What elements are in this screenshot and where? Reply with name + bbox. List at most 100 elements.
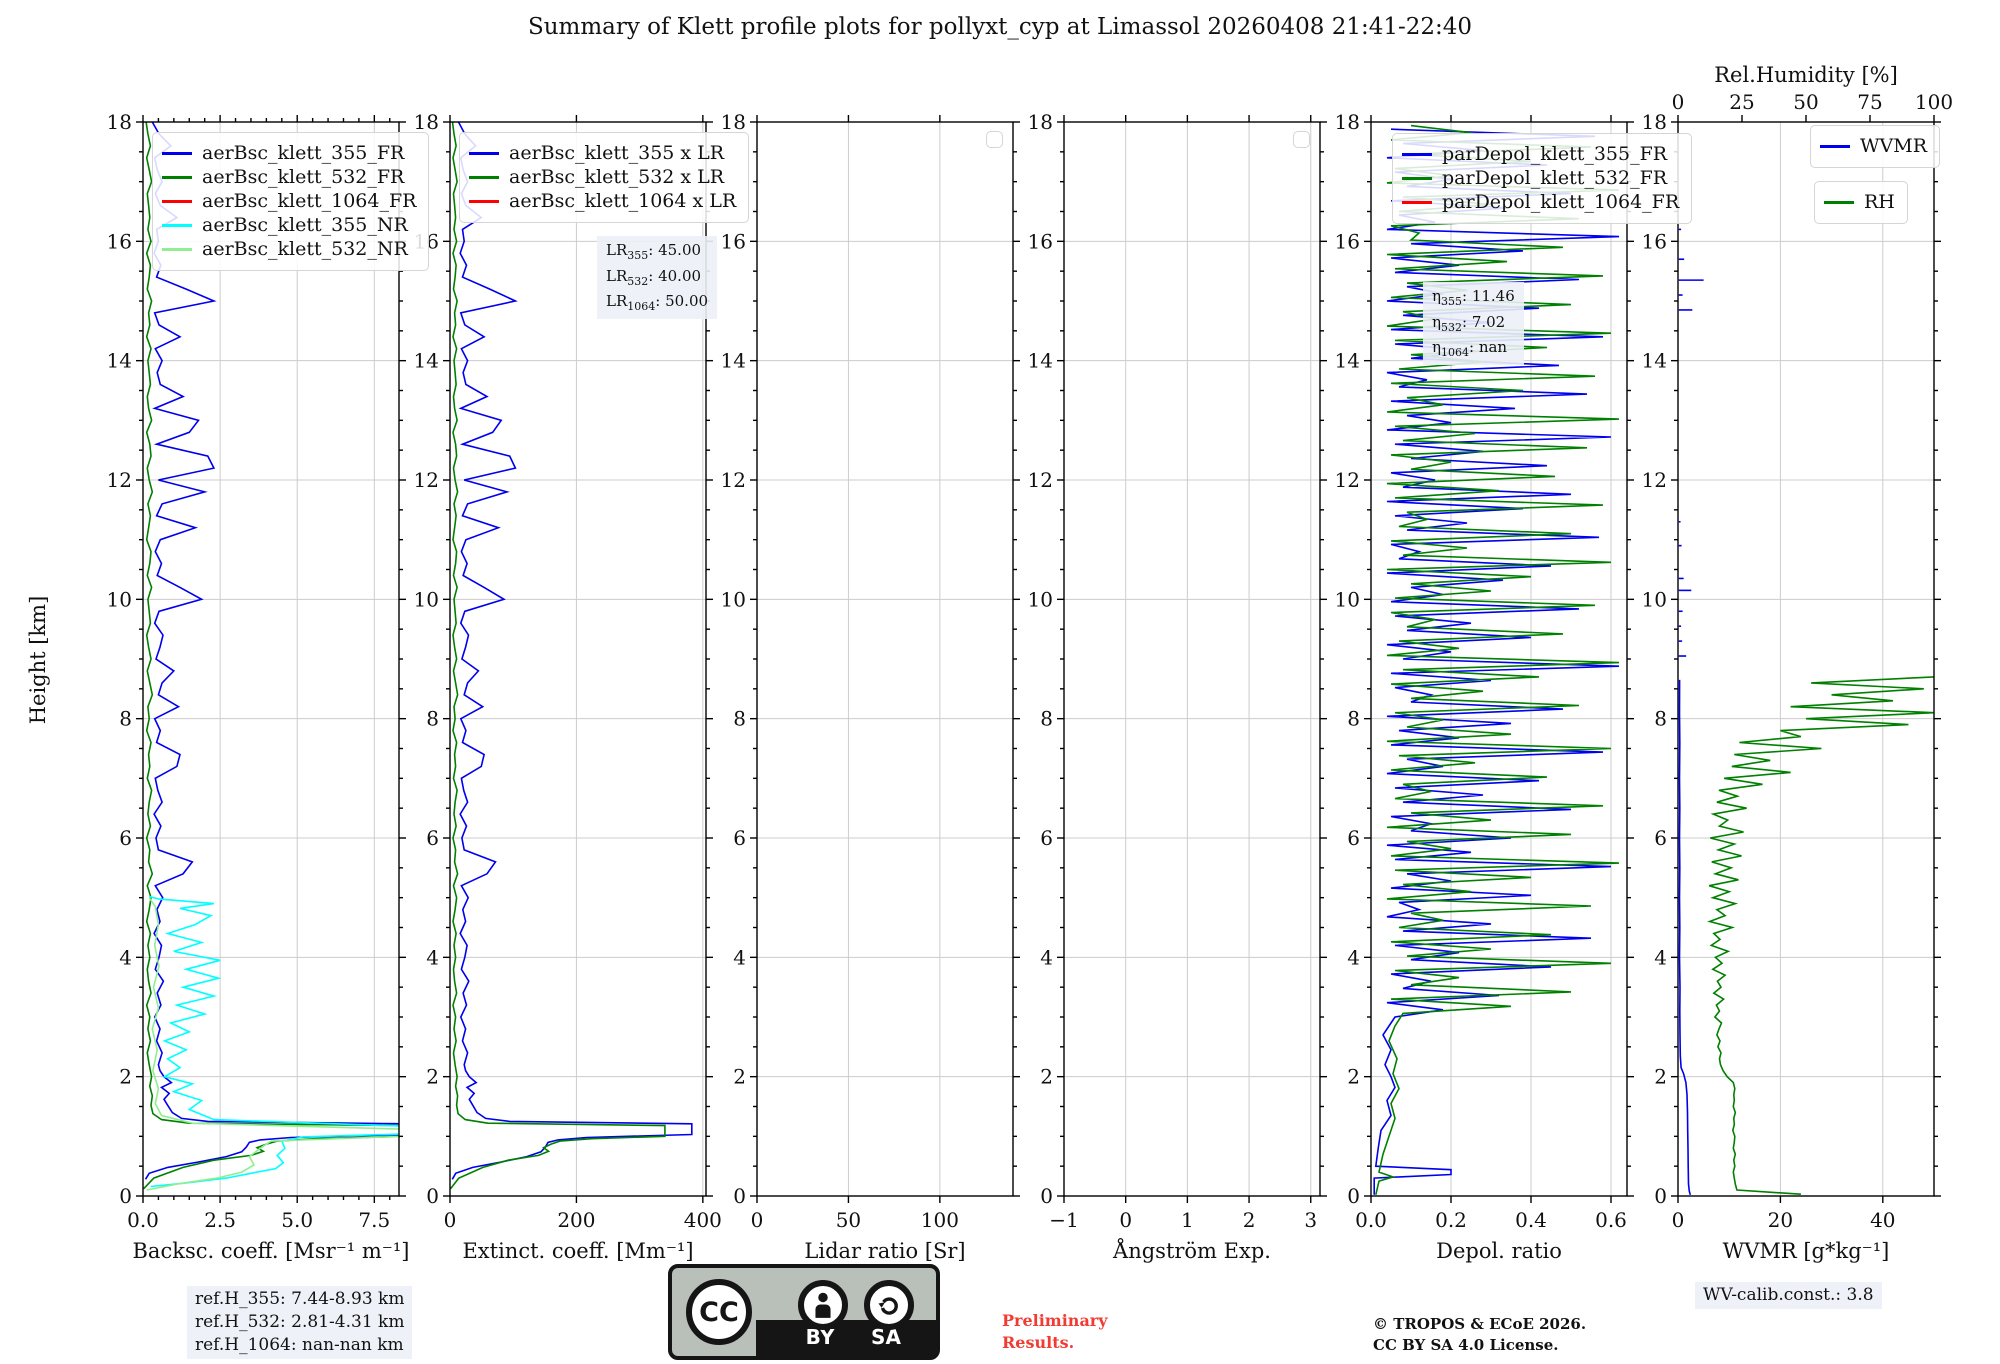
svg-text:16: 16 bbox=[1642, 229, 1667, 253]
svg-text:400: 400 bbox=[684, 1208, 722, 1232]
tick-labels-lidar-ratio: 0 2 4 6 8 10 12 14 16 18 0 50 100 bbox=[721, 110, 959, 1232]
svg-text:2: 2 bbox=[426, 1065, 439, 1089]
svg-text:20: 20 bbox=[1768, 1208, 1793, 1232]
svg-text:12: 12 bbox=[721, 468, 746, 492]
series-aerBsc_klett_532 x LR bbox=[450, 122, 666, 1190]
axes-frame-angstroem bbox=[1063, 121, 1321, 1197]
wv-calibration-annotation: WV-calib.const.: 3.8 bbox=[1695, 1282, 1882, 1309]
svg-text:8: 8 bbox=[1347, 707, 1360, 731]
svg-text:3: 3 bbox=[1304, 1208, 1317, 1232]
svg-text:12: 12 bbox=[1335, 468, 1360, 492]
figure-title: Summary of Klett profile plots for polly… bbox=[527, 14, 1473, 40]
tick-labels-depol: 0 2 4 6 8 10 12 14 16 18 0.0 0.2 0.4 0.6 bbox=[1335, 110, 1627, 1232]
annotation-line-532: LR532: 40.00 bbox=[606, 266, 702, 288]
svg-text:50: 50 bbox=[836, 1208, 861, 1232]
legend-item-parDepol_klett_532_FR: parDepol_klett_532_FR bbox=[1402, 169, 1679, 188]
preliminary-line2: Results. bbox=[1002, 1332, 1075, 1352]
grid-wvmr-rh bbox=[1678, 122, 1934, 1196]
copyright-line2: CC BY SA 4.0 License. bbox=[1373, 1336, 1559, 1354]
legend-line-icon bbox=[469, 176, 499, 179]
annotation-line-1064: LR1064: 50.00 bbox=[606, 292, 709, 313]
series-aerBsc_klett_532_FR bbox=[143, 122, 399, 1190]
legend-line-icon bbox=[469, 152, 499, 155]
svg-text:0: 0 bbox=[1347, 1184, 1360, 1208]
svg-text:0.2: 0.2 bbox=[1435, 1208, 1467, 1232]
svg-text:2.5: 2.5 bbox=[204, 1208, 236, 1232]
circular-arrow-icon bbox=[878, 1297, 898, 1315]
ticks-wvmr-rh bbox=[1671, 115, 1941, 1203]
tick-labels-backscatter: 0 2 4 6 8 10 12 14 16 18 0.0 2.5 5.0 7.5 bbox=[107, 110, 391, 1232]
svg-text:10: 10 bbox=[414, 587, 439, 611]
legend-depol: parDepol_klett_355_FR parDepol_klett_532_… bbox=[1392, 133, 1693, 224]
legend-item-aerBsc_klett_532_FR: aerBsc_klett_532_FR bbox=[162, 168, 416, 187]
svg-text:2: 2 bbox=[733, 1065, 746, 1089]
series-RH bbox=[1707, 676, 1934, 1195]
ticks-lidar-ratio bbox=[750, 115, 1020, 1203]
svg-text:4: 4 bbox=[1040, 945, 1053, 969]
svg-text:1: 1 bbox=[1181, 1208, 1194, 1232]
legend-item-aerBsc_klett_532 x LR: aerBsc_klett_532 x LR bbox=[469, 168, 736, 187]
svg-text:4: 4 bbox=[1347, 945, 1360, 969]
legend-line-icon bbox=[162, 152, 192, 155]
person-icon bbox=[815, 1292, 831, 1318]
preliminary-results-note: Preliminary Results. bbox=[1002, 1310, 1108, 1353]
svg-text:0.4: 0.4 bbox=[1515, 1208, 1547, 1232]
series-aerBsc_klett_532_NR bbox=[146, 897, 399, 1191]
cc-license-badge: BY SA CC bbox=[668, 1264, 940, 1360]
svg-text:2: 2 bbox=[1654, 1065, 1667, 1089]
legend-item-aerBsc_klett_532_NR: aerBsc_klett_532_NR bbox=[162, 240, 416, 259]
legend-label: aerBsc_klett_1064_FR bbox=[202, 190, 417, 212]
cc-sharealike-icon bbox=[864, 1280, 914, 1330]
grid-backscatter bbox=[143, 122, 399, 1196]
ref-height-1064: ref.H_1064: nan-nan km bbox=[195, 1334, 404, 1355]
legend-label: aerBsc_klett_532_FR bbox=[202, 166, 405, 188]
svg-text:0.0: 0.0 bbox=[1355, 1208, 1387, 1232]
svg-text:2: 2 bbox=[1243, 1208, 1256, 1232]
svg-text:8: 8 bbox=[1654, 707, 1667, 731]
axes-frame-lidar-ratio bbox=[756, 121, 1014, 1197]
grid-depol bbox=[1371, 122, 1627, 1196]
legend-item-parDepol_klett_355_FR: parDepol_klett_355_FR bbox=[1402, 145, 1679, 164]
svg-text:0: 0 bbox=[444, 1208, 457, 1232]
legend-item-aerBsc_klett_355_FR: aerBsc_klett_355_FR bbox=[162, 144, 416, 163]
svg-text:10: 10 bbox=[107, 587, 132, 611]
panel-lidar-ratio: 0 2 4 6 8 10 12 14 16 18 0 50 100 Lidar ratio [Sr] bbox=[721, 110, 1020, 1263]
panel-extinction: 0246810121416180200400Extinct. coeff. [M… bbox=[414, 110, 722, 1263]
legend-item-aerBsc_klett_355_NR: aerBsc_klett_355_NR bbox=[162, 216, 416, 235]
svg-text:0: 0 bbox=[1040, 1184, 1053, 1208]
svg-text:6: 6 bbox=[119, 826, 132, 850]
svg-text:100: 100 bbox=[1915, 90, 1953, 114]
cc-logo-icon: CC bbox=[686, 1279, 752, 1345]
annotation-depol: η355: 11.46 η532: 7.02 η1064: nan bbox=[1423, 282, 1524, 365]
legend-lidar-ratio bbox=[986, 131, 1003, 148]
svg-text:8: 8 bbox=[426, 707, 439, 731]
legend-line-icon bbox=[162, 176, 192, 179]
svg-text:0.0: 0.0 bbox=[127, 1208, 159, 1232]
legend-item-WVMR: WVMR bbox=[1820, 137, 1927, 156]
copyright-note: © TROPOS & ECoE 2026. CC BY SA 4.0 Licen… bbox=[1373, 1314, 1586, 1356]
grid-lidar-ratio bbox=[757, 122, 1013, 1196]
legend-label: aerBsc_klett_355_FR bbox=[202, 142, 405, 164]
svg-text:50: 50 bbox=[1793, 90, 1818, 114]
svg-text:2: 2 bbox=[1347, 1065, 1360, 1089]
legend-extinction: aerBsc_klett_355 x LR aerBsc_klett_532 x … bbox=[459, 132, 750, 223]
x-axis-label-angstroem: Ångström Exp. bbox=[1112, 1238, 1271, 1263]
svg-text:6: 6 bbox=[1654, 826, 1667, 850]
svg-text:4: 4 bbox=[1654, 945, 1667, 969]
ref-height-annotation: ref.H_355: 7.44-8.93 km ref.H_532: 2.81-… bbox=[187, 1286, 413, 1359]
annotation-extinction: LR355: 45.00 LR532: 40.00 LR1064: 50.00 bbox=[597, 236, 718, 319]
annotation-line-355: η355: 11.46 bbox=[1432, 287, 1515, 308]
svg-text:6: 6 bbox=[733, 826, 746, 850]
svg-text:10: 10 bbox=[1028, 587, 1053, 611]
ticks-angstroem bbox=[1057, 115, 1327, 1203]
legend-label: aerBsc_klett_1064 x LR bbox=[509, 190, 737, 212]
legend-line-icon bbox=[1824, 201, 1854, 204]
svg-text:14: 14 bbox=[414, 349, 439, 373]
x-axis-label-wvmr-rh: WVMR [g*kg⁻¹] bbox=[1723, 1239, 1890, 1263]
legend-label: RH bbox=[1864, 191, 1895, 213]
legend-backscatter: aerBsc_klett_355_FR aerBsc_klett_532_FR ae… bbox=[152, 132, 430, 271]
series-aerBsc_klett_355_FR bbox=[144, 122, 399, 1180]
x-axis-label-backscatter: Backsc. coeff. [Msr⁻¹ m⁻¹] bbox=[133, 1239, 410, 1263]
legend-wvmr-rh: WVMR bbox=[1810, 125, 1941, 168]
